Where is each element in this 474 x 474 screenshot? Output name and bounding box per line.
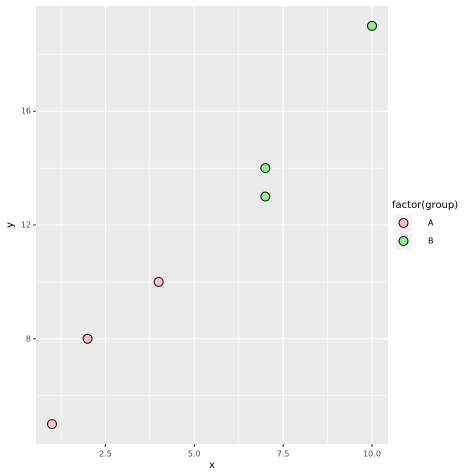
point (82, 333, 93, 344)
x-axis-label: x (209, 460, 215, 471)
point (47, 419, 57, 430)
legend-label: B (428, 237, 434, 246)
legend-label: A (428, 219, 434, 228)
y-axis-label: y (5, 222, 16, 228)
legend-symbol (398, 236, 409, 246)
x-tick-label: 10.0 (363, 450, 381, 459)
point (367, 20, 377, 31)
x-tick-label: 2.5 (99, 450, 112, 459)
legend-title: factor(group) (392, 200, 458, 211)
y-tick-label: 8 (26, 334, 31, 343)
legend-symbol (398, 218, 409, 228)
point (153, 276, 164, 287)
x-tick-label: 7.5 (277, 450, 290, 459)
point (260, 163, 271, 174)
x-tick-label: 5.0 (188, 450, 201, 459)
point (260, 191, 271, 202)
y-tick-label: 12 (21, 221, 31, 230)
y-tick-label: 16 (21, 107, 31, 116)
